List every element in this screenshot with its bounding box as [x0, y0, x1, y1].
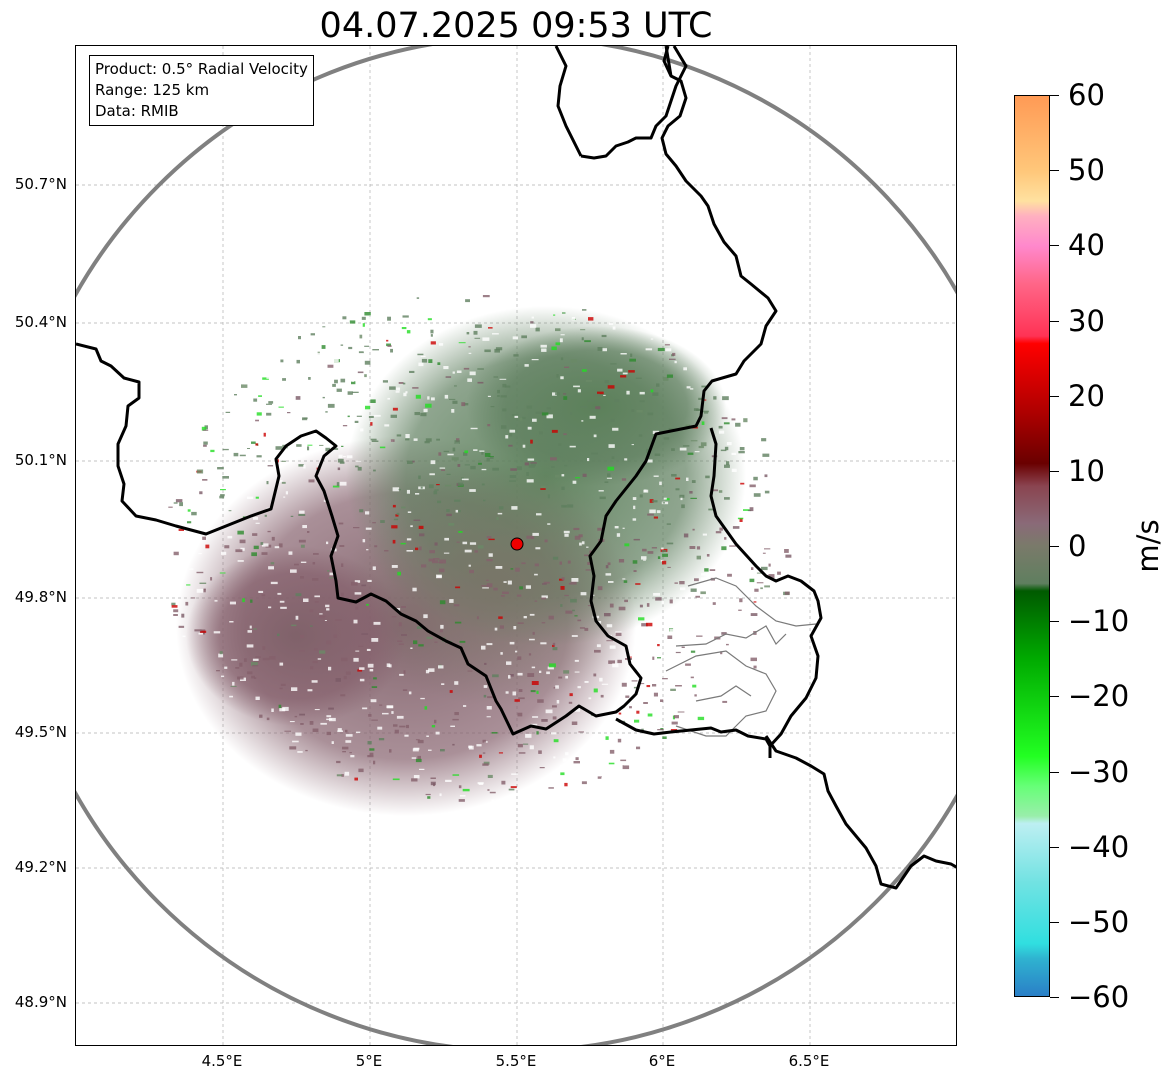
radar-site	[510, 537, 524, 551]
colorbar-tick-label: −60	[1068, 980, 1130, 1014]
colorbar-tick-label: 60	[1068, 78, 1105, 112]
colorbar-tick-label: −20	[1068, 679, 1130, 714]
product-info-box: Product: 0.5° Radial Velocity Range: 125…	[89, 55, 314, 126]
colorbar-tick	[1050, 395, 1059, 397]
velocity-colorbar	[1014, 95, 1050, 997]
colorbar-tick-label: −40	[1068, 829, 1130, 864]
colorbar-tick	[1050, 997, 1059, 998]
colorbar-tick	[1050, 95, 1059, 96]
lat-label: 50.4°N	[14, 313, 67, 331]
national-borders	[76, 46, 956, 890]
colorbar-tick	[1050, 245, 1059, 247]
range-line: Range: 125 km	[95, 81, 210, 99]
lon-label: 5.5°E	[495, 1052, 537, 1070]
radar-map[interactable]	[75, 45, 957, 1046]
lon-label: 6.5°E	[788, 1052, 830, 1070]
colorbar-tick	[1050, 546, 1059, 547]
colorbar-tick-label: 20	[1068, 378, 1105, 413]
colorbar-tick	[1050, 470, 1059, 472]
colorbar-tick	[1050, 921, 1059, 923]
colorbar-tick-label: 30	[1068, 303, 1105, 338]
lat-label: 50.7°N	[14, 175, 67, 193]
product-line: Product: 0.5° Radial Velocity	[95, 60, 308, 78]
lat-label: 49.5°N	[14, 723, 67, 741]
colorbar-tick	[1050, 621, 1059, 623]
colorbar-tick-label: 10	[1068, 453, 1105, 488]
colorbar-tick	[1050, 771, 1059, 773]
colorbar-tick-label: −10	[1068, 604, 1130, 639]
colorbar-unit-label: m/s	[1131, 519, 1165, 573]
lat-label: 49.2°N	[14, 858, 67, 876]
lat-label: 48.9°N	[14, 993, 67, 1011]
lon-label: 5°E	[355, 1052, 383, 1070]
colorbar-tick	[1050, 846, 1059, 848]
colorbar-tick-label: 40	[1068, 228, 1105, 263]
colorbar-tick	[1050, 696, 1059, 698]
colorbar-tick-label: −50	[1068, 904, 1130, 939]
colorbar-tick-label: 50	[1068, 153, 1105, 188]
map-canvas	[76, 46, 956, 1045]
lat-label: 49.8°N	[14, 588, 67, 606]
lon-label: 4.5°E	[201, 1052, 243, 1070]
lon-label: 6°E	[648, 1052, 676, 1070]
colorbar-tick-label: −30	[1068, 754, 1130, 789]
chart-title: 04.07.2025 09:53 UTC	[319, 6, 713, 46]
velocity-echoes	[164, 295, 792, 816]
lat-label: 50.1°N	[14, 451, 67, 469]
colorbar-tick-label: 0	[1068, 529, 1087, 563]
colorbar-tick	[1050, 320, 1059, 322]
source-line: Data: RMIB	[95, 102, 179, 120]
colorbar-tick	[1050, 170, 1059, 172]
